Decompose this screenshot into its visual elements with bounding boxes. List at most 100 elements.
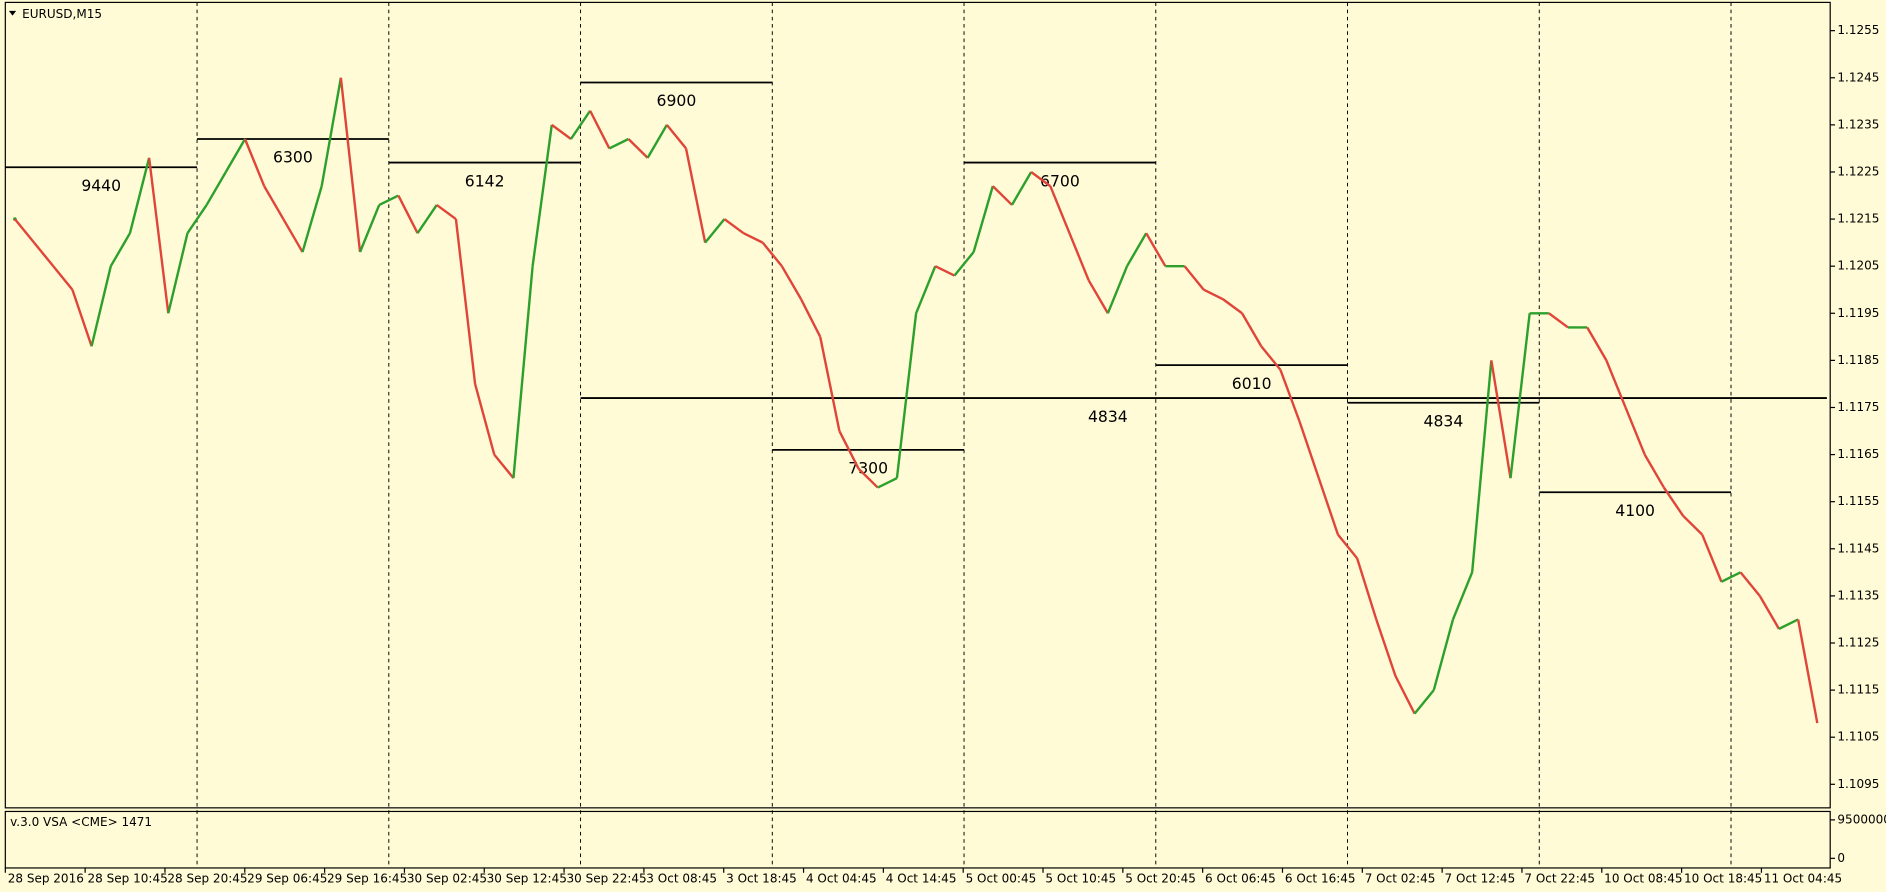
x-tick-label: 3 Oct 18:45 [726, 871, 797, 885]
y-tick-label: 1.1225 [1837, 164, 1879, 178]
price-segment [972, 185, 994, 253]
price-segment [1778, 618, 1799, 630]
y-tick-label: 1.1105 [1837, 730, 1879, 744]
y-tick-label: 1.1155 [1837, 494, 1879, 508]
x-tick-label: 7 Oct 12:45 [1445, 871, 1516, 885]
price-segment [1298, 421, 1320, 479]
y-tick-label: 1.1095 [1837, 777, 1879, 791]
price-segment [1183, 265, 1205, 291]
price-segment [1643, 453, 1665, 489]
indicator-label: v.3.0 VSA <CME> 1471 [10, 815, 152, 829]
price-segment [358, 204, 381, 253]
price-segment [52, 265, 74, 291]
price-segment [1030, 171, 1052, 188]
price-segment [684, 148, 707, 243]
price-segment [1413, 689, 1435, 715]
volume-label: 4834 [1088, 408, 1128, 426]
price-segment [1451, 571, 1474, 620]
volume-label: 9440 [81, 177, 121, 195]
price-segment [627, 138, 649, 159]
price-segment [704, 218, 726, 244]
price-segment [473, 383, 496, 455]
price-segment [1739, 571, 1761, 597]
price-segment [1125, 232, 1148, 267]
x-tick-label: 29 Sep 06:45 [247, 871, 327, 885]
y-tick-label: 1.1135 [1837, 588, 1879, 602]
price-segment [205, 171, 227, 206]
price-segment [1586, 326, 1608, 361]
y-tick-label: 1.1215 [1837, 212, 1879, 226]
price-segment [512, 266, 534, 479]
x-tick-label: 30 Sep 02:45 [407, 871, 487, 885]
price-segment [1720, 571, 1742, 583]
y-tick-label: 1.1245 [1837, 70, 1879, 84]
price-segment [1337, 533, 1359, 559]
price-segment [1432, 619, 1455, 691]
y-tick-label: 1.1205 [1837, 259, 1879, 273]
price-segment [1375, 619, 1397, 677]
price-segment [1010, 171, 1033, 206]
price-segment [1087, 279, 1109, 314]
price-segment [1203, 288, 1224, 301]
y-tick-label: 1.1175 [1837, 400, 1879, 414]
x-tick-label: 7 Oct 22:45 [1524, 871, 1595, 885]
price-segment [1682, 514, 1704, 536]
x-tick-label: 10 Oct 18:45 [1684, 871, 1762, 885]
y-tick-label: 1.1115 [1837, 683, 1879, 697]
x-tick-label: 30 Sep 22:45 [566, 871, 646, 885]
main-pane [4, 1, 1831, 809]
x-tick-label: 11 Oct 04:45 [1764, 871, 1842, 885]
price-segment [646, 124, 668, 159]
price-segment [416, 204, 438, 234]
price-segment [301, 185, 323, 253]
price-segment [339, 77, 362, 253]
x-tick-label: 3 Oct 08:45 [646, 871, 717, 885]
price-segment [320, 77, 343, 187]
x-tick-label: 28 Sep 20:45 [167, 871, 247, 885]
price-segment [665, 124, 687, 150]
indicator-pane [4, 810, 1831, 869]
sub-y-tick-label: 0 [1837, 851, 1845, 865]
price-segment [1241, 312, 1263, 347]
x-tick-label: 4 Oct 04:45 [806, 871, 877, 885]
price-segment [1470, 360, 1493, 573]
price-segment [109, 232, 131, 267]
volume-label: 6010 [1232, 375, 1272, 393]
price-segment [1106, 265, 1129, 314]
price-segment [71, 289, 93, 347]
price-segment [186, 204, 208, 234]
price-segment [128, 157, 151, 234]
price-segment [243, 138, 266, 187]
price-segment [723, 218, 745, 235]
volume-label: 6900 [657, 92, 697, 110]
x-tick-label: 28 Sep 2016 [8, 871, 84, 885]
price-segment [1758, 595, 1780, 630]
volume-label: 4834 [1424, 413, 1464, 431]
price-segment [551, 123, 572, 140]
price-segment [282, 218, 304, 253]
y-tick-label: 1.1185 [1837, 353, 1879, 367]
x-tick-label: 5 Oct 20:45 [1125, 871, 1196, 885]
price-segment [1548, 312, 1569, 329]
volume-label: 4100 [1615, 502, 1655, 520]
x-tick-label: 29 Sep 16:45 [327, 871, 407, 885]
price-segment [13, 218, 36, 244]
x-tick-label: 6 Oct 06:45 [1205, 871, 1276, 885]
price-segment [167, 232, 189, 314]
y-tick-label: 1.1145 [1837, 541, 1879, 555]
price-segment [90, 265, 112, 347]
x-tick-label: 7 Oct 02:45 [1365, 871, 1436, 885]
price-segment [1145, 232, 1167, 267]
price-segment [1068, 232, 1090, 281]
price-segment [263, 185, 285, 220]
price-segment [397, 194, 419, 234]
price-segment [761, 241, 783, 267]
price-segment [1490, 360, 1512, 479]
price-segment [1317, 477, 1340, 536]
y-tick-label: 1.1195 [1837, 306, 1879, 320]
price-segment [33, 241, 55, 267]
x-tick-label: 6 Oct 16:45 [1285, 871, 1356, 885]
volume-label: 6700 [1040, 172, 1080, 190]
